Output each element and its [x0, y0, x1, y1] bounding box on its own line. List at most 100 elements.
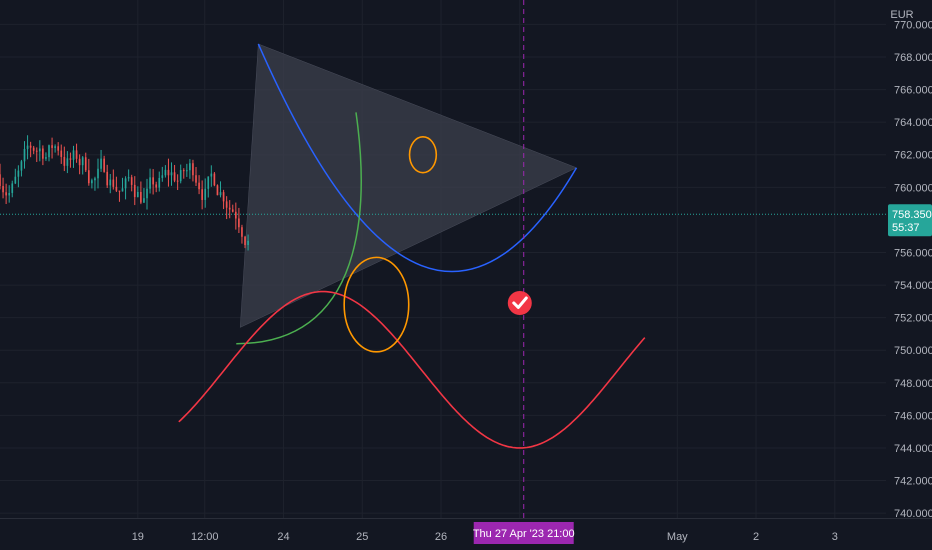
- candle[interactable]: [213, 172, 216, 187]
- candle[interactable]: [124, 176, 127, 200]
- candle[interactable]: [121, 177, 124, 192]
- candle[interactable]: [204, 178, 207, 208]
- candle[interactable]: [136, 186, 139, 198]
- candle[interactable]: [115, 176, 118, 193]
- candle[interactable]: [189, 159, 191, 179]
- candle[interactable]: [35, 147, 38, 162]
- candle[interactable]: [57, 142, 60, 156]
- candle[interactable]: [60, 144, 63, 164]
- candle[interactable]: [51, 137, 53, 159]
- triangle-drawing[interactable]: [239, 43, 578, 328]
- candle[interactable]: [87, 158, 90, 186]
- candle[interactable]: [133, 176, 136, 206]
- candle[interactable]: [216, 184, 219, 196]
- candle[interactable]: [143, 188, 145, 204]
- candle[interactable]: [207, 176, 210, 198]
- candle[interactable]: [149, 168, 151, 194]
- last-price-value: 758.350: [892, 209, 932, 221]
- candle[interactable]: [81, 156, 84, 175]
- time-tick-label: 26: [435, 531, 447, 543]
- candle[interactable]: [97, 158, 99, 189]
- candle[interactable]: [164, 165, 167, 178]
- candle[interactable]: [5, 183, 7, 205]
- candle[interactable]: [0, 163, 1, 190]
- candle[interactable]: [14, 168, 17, 185]
- price-axis[interactable]: EUR 770.000 768.000 766.000 764.000 762.000 7…: [890, 9, 932, 520]
- candle[interactable]: [106, 164, 109, 189]
- candle[interactable]: [222, 189, 225, 210]
- candle[interactable]: [69, 152, 72, 168]
- drawing-layer[interactable]: [178, 43, 646, 449]
- candle[interactable]: [42, 145, 44, 166]
- check-icon[interactable]: [507, 290, 532, 315]
- candle[interactable]: [158, 171, 161, 192]
- candle[interactable]: [84, 152, 87, 172]
- small-orange-ellipse[interactable]: [408, 136, 438, 174]
- candle[interactable]: [176, 174, 179, 191]
- candle[interactable]: [118, 190, 121, 202]
- candle[interactable]: [130, 174, 133, 192]
- candle[interactable]: [241, 224, 243, 244]
- candle[interactable]: [54, 144, 56, 153]
- candle[interactable]: [179, 164, 182, 184]
- blue-arc-drawing[interactable]: [257, 43, 578, 273]
- candle[interactable]: [219, 181, 222, 198]
- candle[interactable]: [29, 141, 32, 158]
- candle[interactable]: [38, 140, 41, 162]
- candle[interactable]: [48, 144, 50, 162]
- candle[interactable]: [11, 180, 14, 198]
- candle[interactable]: [26, 135, 29, 160]
- time-tick-label: 3: [832, 531, 838, 543]
- candle[interactable]: [20, 159, 23, 177]
- candle[interactable]: [192, 159, 194, 182]
- candle[interactable]: [66, 151, 69, 174]
- candle[interactable]: [167, 158, 170, 187]
- candle[interactable]: [195, 167, 197, 186]
- price-tick-label: 746.000: [894, 410, 932, 422]
- candle[interactable]: [127, 169, 130, 182]
- red-sine-wave-drawing[interactable]: [178, 290, 646, 449]
- candle[interactable]: [45, 152, 47, 161]
- candle[interactable]: [198, 175, 200, 195]
- candle[interactable]: [100, 149, 102, 172]
- candle[interactable]: [234, 202, 237, 230]
- candle[interactable]: [32, 145, 35, 155]
- candle[interactable]: [152, 169, 154, 195]
- candle[interactable]: [2, 177, 4, 199]
- candle[interactable]: [75, 143, 78, 163]
- candle[interactable]: [182, 168, 185, 179]
- candle[interactable]: [225, 196, 228, 220]
- candlestick-series[interactable]: [0, 135, 249, 251]
- large-orange-ellipse[interactable]: [343, 256, 410, 353]
- price-tick-label: 762.000: [894, 150, 932, 162]
- candle[interactable]: [17, 165, 20, 188]
- candle[interactable]: [247, 234, 249, 251]
- candle[interactable]: [244, 235, 246, 249]
- candle[interactable]: [94, 176, 96, 191]
- candle[interactable]: [23, 141, 26, 169]
- candle[interactable]: [173, 164, 176, 183]
- candle[interactable]: [72, 145, 75, 168]
- candle[interactable]: [63, 146, 66, 172]
- candle[interactable]: [91, 178, 93, 189]
- candle[interactable]: [185, 163, 188, 177]
- candle[interactable]: [103, 155, 105, 173]
- candle[interactable]: [170, 162, 173, 186]
- bar-countdown: 55:37: [892, 222, 920, 234]
- green-arc-drawing[interactable]: [236, 112, 362, 345]
- candle[interactable]: [201, 180, 203, 210]
- candle[interactable]: [8, 185, 11, 203]
- candle[interactable]: [238, 207, 240, 234]
- candle[interactable]: [161, 166, 164, 182]
- candle[interactable]: [112, 169, 115, 190]
- candle[interactable]: [228, 200, 231, 219]
- candle[interactable]: [146, 178, 148, 210]
- candle[interactable]: [109, 173, 112, 194]
- candle[interactable]: [155, 181, 158, 193]
- candle[interactable]: [210, 165, 213, 187]
- candle[interactable]: [140, 181, 142, 205]
- candle[interactable]: [231, 204, 234, 213]
- candle[interactable]: [78, 154, 81, 175]
